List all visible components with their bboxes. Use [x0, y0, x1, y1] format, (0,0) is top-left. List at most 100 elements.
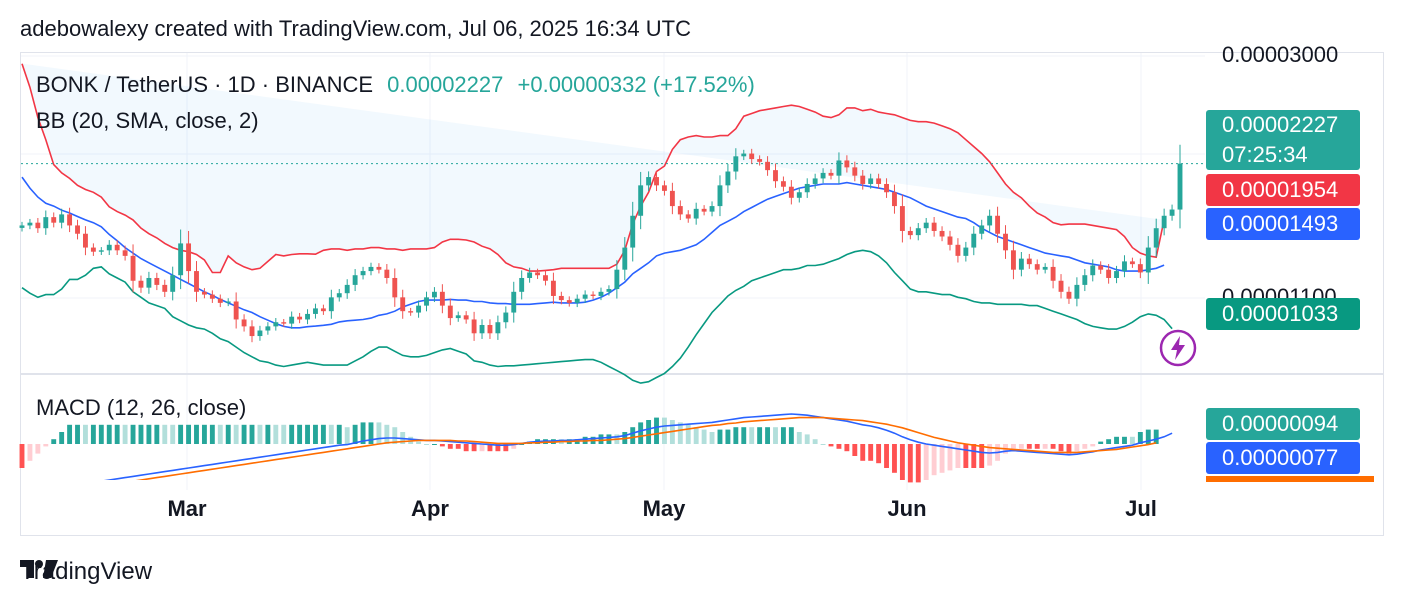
candle-body-45	[376, 266, 382, 270]
candle-body-8	[83, 233, 88, 248]
macd-histogram-bar-0	[19, 444, 25, 468]
candle-body-13	[122, 250, 128, 256]
chart-frame	[20, 52, 1384, 536]
candle-body-56	[463, 315, 469, 320]
candle-body-7	[75, 225, 80, 234]
candle-body-133	[1074, 284, 1080, 299]
macd-histogram-bar-135	[1090, 444, 1096, 447]
macd-histogram-bar-78	[638, 422, 644, 444]
macd-histogram-bar-113	[915, 444, 921, 483]
macd-histogram-bar-8	[83, 424, 88, 444]
candle-body-100	[812, 178, 818, 184]
macd-histogram-bar-119	[963, 444, 969, 468]
macd-histogram-bar-129	[1042, 444, 1048, 449]
candle-body-21	[186, 243, 192, 272]
macd-histogram-bar-142	[1145, 429, 1151, 444]
candle-body-126	[1018, 258, 1024, 270]
bb-basis-tag: 0.00001493	[1206, 208, 1360, 240]
macd-histogram-bar-137	[1106, 439, 1112, 444]
macd-histogram-bar-23	[201, 424, 207, 444]
macd-histogram-bar-54	[447, 444, 453, 449]
macd-histogram-bar-57	[471, 444, 477, 452]
macd-histogram-bar-30	[257, 424, 263, 444]
candle-body-131	[1058, 280, 1064, 292]
macd-histogram-bar-39	[328, 424, 334, 444]
chart-caption: adebowalexy created with TradingView.com…	[20, 16, 691, 41]
candle-body-120	[971, 233, 977, 248]
macd-histogram-bar-22	[194, 424, 199, 444]
macd-histogram-bar-101	[820, 444, 826, 445]
candle-body-138	[1114, 271, 1119, 278]
macd-histogram-bar-131	[1058, 444, 1064, 452]
candle-body-28	[241, 319, 247, 327]
candle-body-83	[677, 206, 683, 215]
macd-histogram-bar-107	[868, 444, 874, 461]
macd-histogram-bar-94	[765, 427, 771, 444]
candle-body-68	[558, 295, 564, 301]
candle-body-61	[503, 312, 509, 323]
macd-histogram-bar-109	[884, 444, 889, 468]
candle-body-136	[1098, 265, 1104, 270]
candle-body-80	[654, 177, 659, 186]
x-label-jul: Jul	[1125, 496, 1157, 521]
candle-body-132	[1066, 291, 1072, 299]
macd-histogram-bar-139	[1122, 436, 1127, 444]
price-tick-top: 0.00003000	[1222, 42, 1339, 67]
candle-body-137	[1106, 269, 1112, 278]
candle-body-52	[431, 291, 437, 298]
macd-histogram-bar-6	[67, 424, 73, 444]
x-label-may: May	[642, 496, 686, 521]
macd-histogram-bar-63	[519, 444, 525, 445]
bb-upper-line	[21, 63, 1165, 274]
macd-histogram-bar-112	[907, 444, 913, 483]
bb-band-fill	[22, 63, 1165, 273]
macd-histogram-bar-15	[138, 424, 144, 444]
macd-histogram-bar-133	[1074, 444, 1080, 452]
tradingview-brand[interactable]: TradingView	[20, 558, 152, 586]
macd-histogram-bar-93	[757, 427, 763, 444]
macd-histogram-bar-42	[352, 424, 358, 444]
candle-body-91	[741, 153, 747, 157]
macd-histogram-bar-3	[43, 444, 49, 447]
candle-body-60	[495, 322, 501, 334]
candle-body-25	[217, 298, 223, 303]
candle-body-30	[257, 330, 263, 337]
macd-histogram-bar-127	[1026, 444, 1032, 449]
macd-histogram-bar-117	[947, 444, 953, 471]
candle-body-74	[606, 289, 612, 292]
candle-body-122	[987, 215, 993, 226]
candle-body-119	[963, 247, 969, 256]
macd-histogram-bar-104	[844, 444, 850, 452]
macd-histogram-bar-105	[852, 444, 858, 456]
candle-body-26	[225, 301, 231, 303]
macd-histogram-bar-62	[511, 444, 517, 449]
macd-histogram-bar-77	[630, 427, 636, 444]
macd-histogram-bar-140	[1129, 436, 1135, 444]
macd-histogram-bar-98	[796, 432, 802, 444]
macd-histogram-bar-51	[424, 444, 429, 445]
bb-upper-tag: 0.00001954	[1206, 174, 1360, 206]
macd-histogram-bar-130	[1050, 444, 1056, 449]
candle-body-113	[915, 228, 921, 236]
candle-body-34	[289, 316, 295, 324]
candle-body-101	[820, 172, 826, 179]
candle-body-143	[1153, 228, 1159, 248]
lightning-icon[interactable]	[1159, 329, 1197, 367]
candle-body-10	[98, 250, 104, 252]
candle-body-23	[201, 291, 207, 295]
macd-histogram-bar-125	[1010, 444, 1016, 449]
candle-body-96	[780, 181, 786, 187]
candle-body-63	[519, 277, 525, 292]
candle-body-141	[1137, 264, 1143, 273]
macd-histogram-bar-59	[487, 444, 493, 452]
macd-histogram-bar-21	[186, 424, 192, 444]
macd-histogram-bar-61	[503, 444, 509, 452]
macd-histogram-bar-38	[320, 424, 326, 444]
candle-body-110	[892, 192, 897, 207]
candle-body-59	[487, 324, 493, 334]
macd-histogram-bar-33	[281, 424, 287, 444]
macd-histogram-bar-73	[598, 434, 604, 444]
candle-body-146	[1177, 163, 1183, 210]
macd-histogram-bar-44	[368, 422, 374, 444]
